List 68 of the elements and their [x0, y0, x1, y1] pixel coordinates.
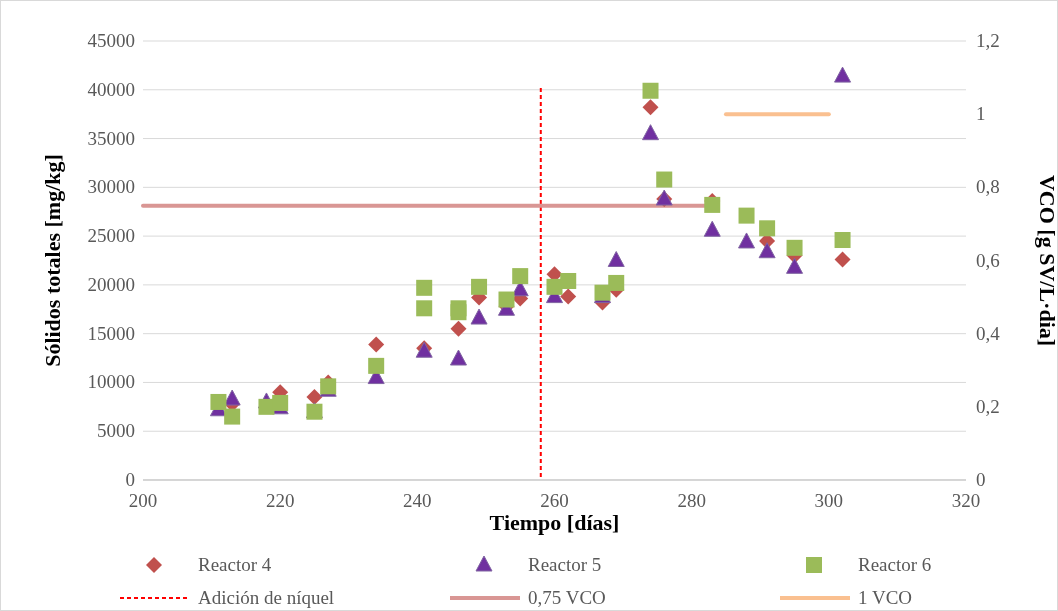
- point: [642, 124, 660, 141]
- point: [608, 274, 625, 291]
- point: [834, 251, 851, 268]
- y-tick-label: 5000: [97, 420, 135, 442]
- point: [642, 99, 659, 116]
- y-tick-label: 40000: [87, 78, 135, 100]
- point: [449, 349, 467, 366]
- y2-tick-label: 0,8: [976, 176, 1000, 198]
- point: [607, 251, 625, 267]
- y2-tick-label: 0,6: [976, 249, 1000, 271]
- point: [560, 272, 577, 289]
- point: [642, 82, 659, 99]
- y-tick-label: 20000: [87, 273, 135, 295]
- point: [834, 66, 852, 83]
- x-tick-label: 260: [540, 490, 569, 511]
- point: [738, 232, 756, 249]
- point: [703, 220, 721, 237]
- legend-label: Reactor 4: [198, 554, 272, 575]
- point: [450, 304, 467, 321]
- point: [368, 336, 385, 353]
- y2-tick-label: 1,2: [976, 30, 1000, 51]
- point: [210, 393, 227, 410]
- point: [306, 389, 323, 406]
- point: [834, 232, 851, 249]
- point: [258, 398, 275, 415]
- point: [272, 394, 289, 411]
- y-tick-label: 0: [125, 469, 135, 490]
- y-tick-label: 35000: [87, 127, 135, 149]
- y-axis-title: Sólidos totales [mg/kg]: [40, 154, 65, 367]
- y2-tick-label: 0,4: [976, 322, 1001, 344]
- legend-label: 0,75 VCO: [528, 587, 606, 608]
- y-tick-label: 30000: [87, 176, 135, 198]
- point: [470, 308, 488, 325]
- y2-tick-label: 1: [976, 103, 986, 125]
- y2-axis-title: VCO [g SV/L·dia]: [1035, 174, 1058, 347]
- point: [224, 408, 241, 425]
- y-tick-label: 45000: [87, 30, 135, 51]
- point: [704, 196, 721, 213]
- y2-tick-label: 0,2: [976, 395, 1000, 417]
- point: [758, 242, 776, 259]
- point: [786, 257, 804, 274]
- x-axis-title: Tiempo [días]: [489, 510, 620, 535]
- x-tick-label: 200: [128, 490, 158, 511]
- point: [450, 320, 467, 337]
- point: [471, 278, 488, 295]
- point: [560, 288, 577, 305]
- y-tick-label: 25000: [87, 225, 135, 247]
- x-tick-label: 300: [814, 490, 844, 511]
- legend-label: Adición de níquel: [198, 587, 335, 608]
- point: [368, 357, 385, 374]
- point: [656, 171, 673, 188]
- legend-label: 1 VCO: [858, 587, 913, 608]
- x-tick-label: 220: [265, 490, 295, 511]
- legend-label: Reactor 5: [528, 554, 602, 575]
- legend-label: Reactor 6: [858, 554, 932, 575]
- x-tick-label: 280: [677, 490, 706, 511]
- y-tick-label: 15000: [87, 322, 135, 344]
- point: [416, 300, 433, 317]
- point: [416, 279, 433, 296]
- y2-tick-label: 0: [976, 469, 986, 490]
- point: [512, 268, 529, 285]
- point: [786, 239, 803, 256]
- point: [498, 291, 515, 308]
- x-tick-label: 320: [951, 490, 981, 511]
- y-tick-label: 10000: [87, 371, 135, 393]
- point: [759, 220, 776, 237]
- point: [738, 207, 755, 224]
- x-tick-label: 240: [403, 490, 432, 511]
